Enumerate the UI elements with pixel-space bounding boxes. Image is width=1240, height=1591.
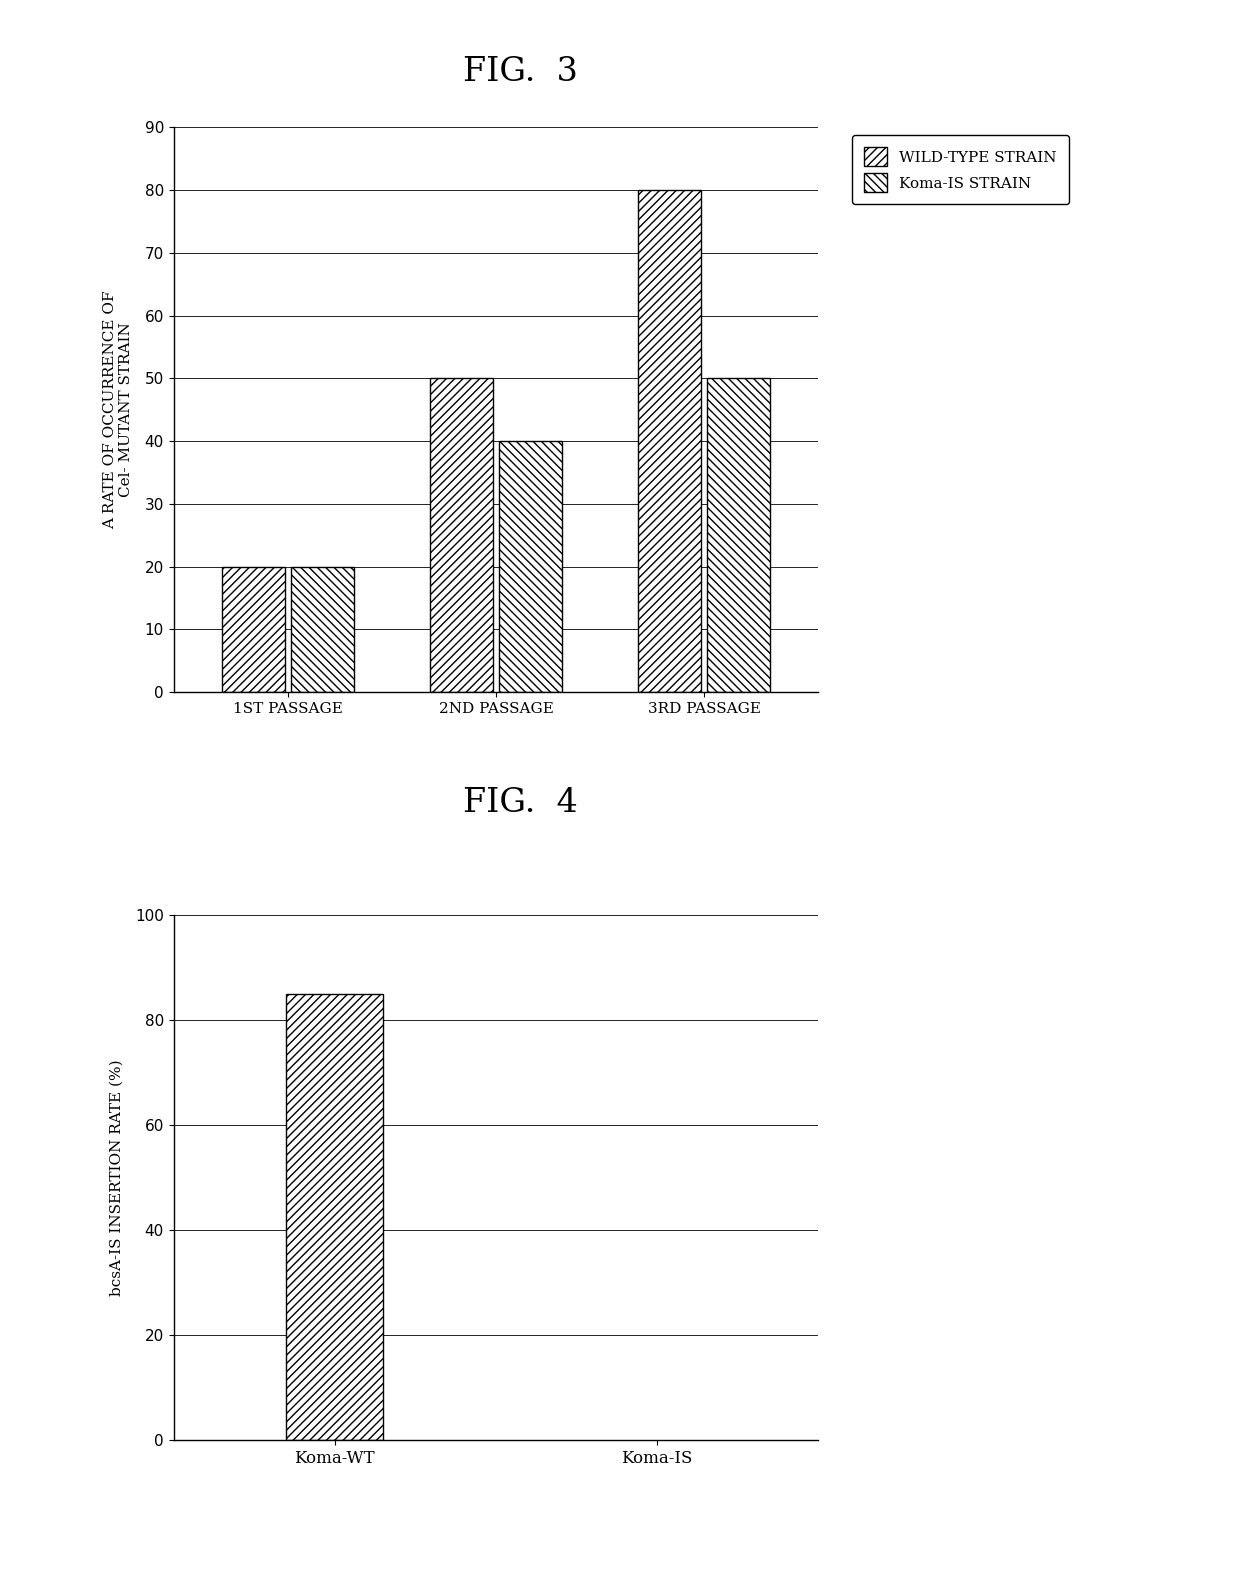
Bar [286, 993, 383, 1440]
Text: FIG.  4: FIG. 4 [464, 788, 578, 819]
Bar [707, 379, 770, 692]
Y-axis label: A RATE OF OCCURRENCE OF
Cel- MUTANT STRAIN: A RATE OF OCCURRENCE OF Cel- MUTANT STRA… [103, 291, 134, 528]
Bar [222, 566, 285, 692]
Y-axis label: bcsA-IS INSERTION RATE (%): bcsA-IS INSERTION RATE (%) [110, 1060, 124, 1295]
Legend: WILD-TYPE STRAIN, Koma-IS STRAIN: WILD-TYPE STRAIN, Koma-IS STRAIN [852, 135, 1069, 204]
Bar [500, 441, 562, 692]
Bar [639, 189, 701, 692]
Bar [430, 379, 492, 692]
Bar [291, 566, 353, 692]
Text: FIG.  3: FIG. 3 [464, 56, 578, 88]
